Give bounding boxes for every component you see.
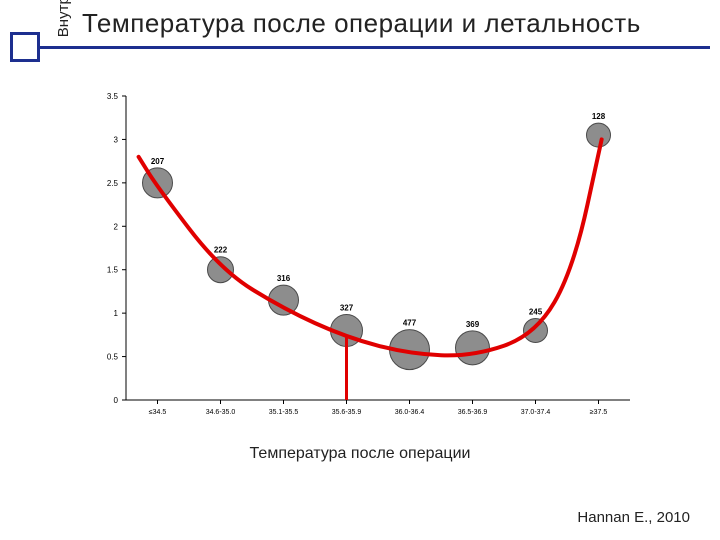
x-tick-label: 36.0-36.4: [395, 409, 425, 416]
x-tick-label: 35.1-35.5: [269, 409, 299, 416]
title-rule: [40, 46, 710, 49]
bubble-label: 222: [214, 246, 228, 255]
x-axis-label: Температура после операции: [0, 445, 720, 463]
y-tick-label: 3.5: [107, 92, 119, 101]
bubble-label: 128: [592, 112, 606, 121]
bubble-label: 477: [403, 319, 417, 328]
y-tick-label: 3: [114, 135, 119, 144]
data-bubble: [456, 331, 490, 365]
slide-title: Температура после операции и летальность: [82, 8, 641, 39]
title-square-icon: [10, 32, 40, 62]
x-tick-label: ≤34.5: [149, 409, 167, 416]
y-tick-label: 0.5: [107, 353, 119, 362]
bubble-label: 327: [340, 304, 354, 313]
y-tick-label: 2.5: [107, 179, 119, 188]
y-axis-label: Внутригоспитальная летальность: [55, 0, 75, 90]
chart-svg: 0 0.5 1 1.5 2 2.5 3 3.5 ≤34.5 34.6-35.0 35.1-35.5 3…: [80, 90, 640, 430]
chart: 0 0.5 1 1.5 2 2.5 3 3.5 ≤34.5 34.6-35.0 35.1-35.5 3…: [80, 90, 640, 430]
x-tick-label: 36.5-36.9: [458, 409, 488, 416]
data-bubble: [587, 123, 611, 147]
y-tick-label: 2: [114, 222, 119, 231]
y-tick-label: 1.5: [107, 266, 119, 275]
x-tick-label: ≥37.5: [590, 409, 608, 416]
data-bubble: [208, 257, 234, 283]
bubble-label: 316: [277, 274, 291, 283]
data-bubble: [524, 319, 548, 343]
title-bar: Температура после операции и летальность: [0, 6, 720, 58]
bubble-label: 369: [466, 320, 480, 329]
x-tick-label: 34.6-35.0: [206, 409, 236, 416]
bubble-label: 207: [151, 157, 165, 166]
y-tick-label: 0: [114, 396, 119, 405]
citation: Hannan E., 2010: [577, 509, 690, 526]
x-tick-label: 35.6-35.9: [332, 409, 362, 416]
x-tick-label: 37.0-37.4: [521, 409, 551, 416]
y-tick-label: 1: [114, 309, 119, 318]
bubble-label: 245: [529, 308, 543, 317]
slide: Температура после операции и летальность…: [0, 0, 720, 540]
